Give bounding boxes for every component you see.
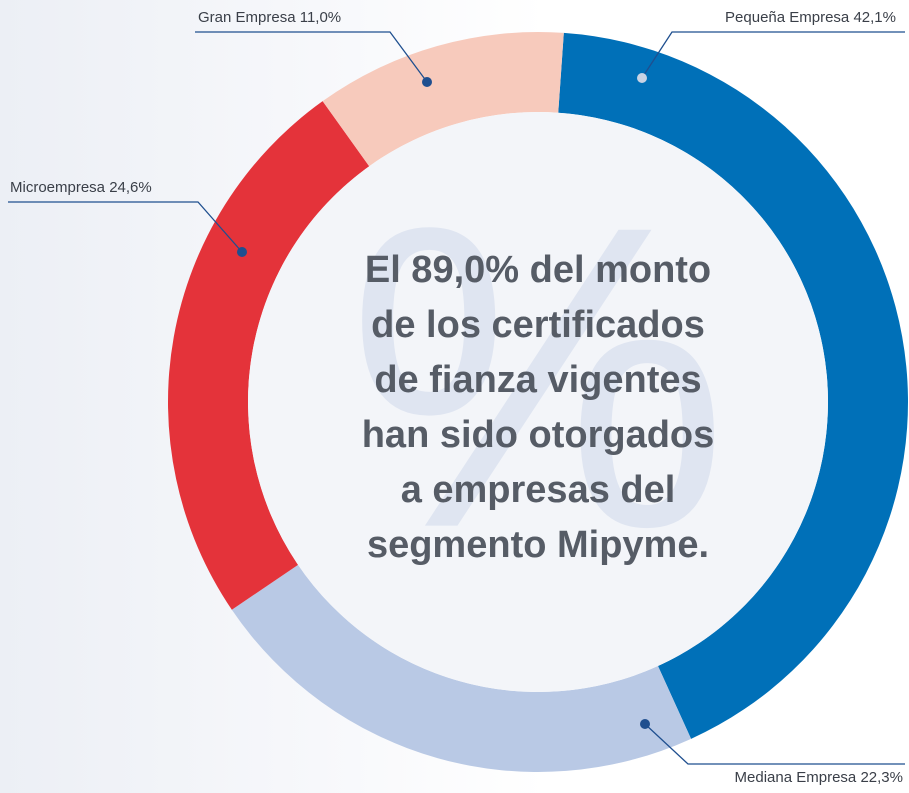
category-name: Mediana Empresa: [735, 769, 857, 786]
slice-label: Pequeña Empresa 42,1%: [725, 9, 896, 26]
value-label: 24,6%: [109, 179, 152, 196]
leader-dot: [637, 73, 647, 83]
leader-line: [8, 201, 243, 253]
donut-segment: [322, 32, 564, 167]
center-line: segmento Mipyme.: [367, 524, 709, 566]
center-line: han sido otorgados: [362, 414, 715, 456]
center-line: de los certificados: [371, 304, 705, 346]
donut-segment: [558, 32, 909, 739]
watermark: %: [347, 138, 729, 618]
center-text: El 89,0% del monto de los certificados de …: [362, 249, 715, 566]
category-name: Pequeña Empresa: [725, 9, 850, 26]
category-name: Gran Empresa: [198, 9, 296, 26]
leader-dot: [640, 719, 650, 729]
leader-dot: [237, 247, 247, 257]
leader-line: [641, 31, 905, 79]
value-label: 22,3%: [860, 769, 903, 786]
slice-label: Mediana Empresa 22,3%: [735, 769, 903, 786]
donut-segment: [168, 101, 370, 610]
value-label: 11,0%: [300, 9, 341, 26]
leader-line: [644, 723, 905, 765]
leader-line: [195, 31, 428, 83]
slice-label: Gran Empresa 11,0%: [198, 9, 341, 26]
center-line: El 89,0% del monto: [365, 249, 711, 291]
center-line: de fianza vigentes: [374, 359, 701, 401]
value-label: 42,1%: [853, 9, 896, 26]
donut-segment: [231, 564, 692, 773]
category-name: Microempresa: [10, 179, 106, 196]
slice-label: Microempresa 24,6%: [10, 179, 152, 196]
center-line: a empresas del: [401, 469, 676, 511]
leader-dot: [422, 77, 432, 87]
inner-circle: [248, 112, 828, 692]
